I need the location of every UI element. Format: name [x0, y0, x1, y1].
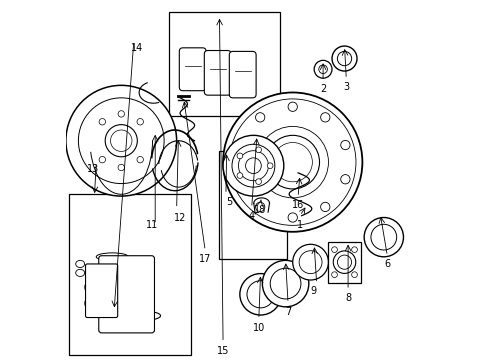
Text: 17: 17: [199, 253, 211, 264]
Circle shape: [118, 164, 124, 171]
Text: 4: 4: [248, 211, 254, 221]
Ellipse shape: [76, 260, 84, 267]
Circle shape: [267, 163, 272, 168]
FancyBboxPatch shape: [229, 51, 256, 98]
Text: 7: 7: [285, 307, 291, 317]
Text: 13: 13: [86, 164, 99, 174]
Circle shape: [340, 140, 349, 150]
Bar: [69, 194, 190, 355]
Text: 12: 12: [174, 212, 186, 222]
Circle shape: [320, 113, 329, 122]
Circle shape: [118, 111, 124, 117]
Circle shape: [262, 260, 308, 307]
Text: 2: 2: [319, 84, 325, 94]
Text: 18: 18: [254, 205, 266, 215]
Text: 3: 3: [343, 82, 348, 92]
Circle shape: [245, 158, 261, 174]
Circle shape: [287, 213, 297, 222]
Circle shape: [116, 278, 134, 296]
Bar: [169, 12, 280, 116]
Circle shape: [237, 153, 242, 159]
Bar: [219, 152, 287, 258]
Circle shape: [66, 85, 176, 196]
Circle shape: [364, 217, 403, 257]
Text: 9: 9: [309, 286, 316, 296]
Text: 15: 15: [217, 346, 229, 356]
Circle shape: [255, 147, 261, 153]
FancyBboxPatch shape: [204, 50, 231, 95]
Text: 16: 16: [291, 200, 304, 210]
Circle shape: [331, 247, 337, 252]
Circle shape: [99, 118, 105, 125]
FancyBboxPatch shape: [85, 264, 118, 318]
Circle shape: [351, 247, 357, 252]
Circle shape: [84, 279, 101, 295]
Text: 8: 8: [345, 293, 350, 303]
Circle shape: [287, 102, 297, 111]
Circle shape: [137, 157, 143, 163]
Circle shape: [255, 202, 264, 212]
Circle shape: [137, 118, 143, 125]
Circle shape: [265, 135, 319, 189]
Ellipse shape: [76, 269, 84, 276]
Circle shape: [292, 244, 328, 280]
FancyBboxPatch shape: [179, 48, 205, 91]
Text: 11: 11: [145, 220, 158, 230]
Circle shape: [333, 251, 355, 273]
Text: 5: 5: [226, 197, 232, 207]
Text: 6: 6: [384, 259, 389, 269]
Circle shape: [105, 125, 137, 157]
Circle shape: [255, 179, 261, 184]
Ellipse shape: [128, 311, 160, 320]
Circle shape: [223, 93, 362, 232]
Circle shape: [351, 272, 357, 278]
Ellipse shape: [96, 253, 128, 261]
Circle shape: [331, 272, 337, 278]
FancyBboxPatch shape: [328, 242, 360, 283]
Circle shape: [313, 60, 331, 78]
Text: 14: 14: [131, 43, 143, 53]
Circle shape: [255, 113, 264, 122]
FancyBboxPatch shape: [99, 256, 154, 333]
Circle shape: [223, 135, 283, 196]
Circle shape: [99, 157, 105, 163]
Circle shape: [340, 175, 349, 184]
Circle shape: [240, 274, 281, 315]
Circle shape: [235, 140, 244, 150]
Circle shape: [320, 202, 329, 212]
Circle shape: [84, 296, 101, 311]
Text: 1: 1: [296, 220, 302, 230]
Circle shape: [237, 173, 242, 179]
Circle shape: [235, 175, 244, 184]
Circle shape: [331, 46, 356, 71]
Text: 10: 10: [252, 323, 264, 333]
